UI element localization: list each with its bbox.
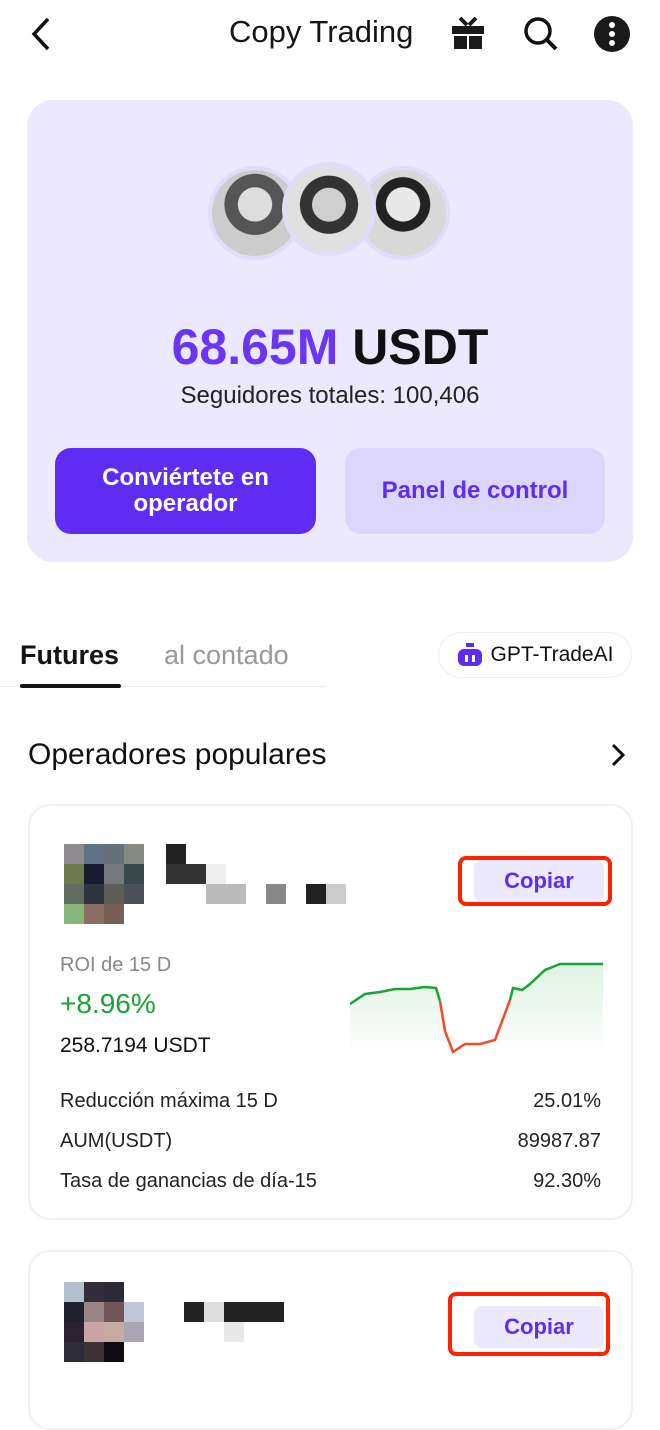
copy-button[interactable]: Copiar bbox=[474, 860, 604, 902]
roi-sparkline bbox=[350, 962, 603, 1056]
tabs-divider bbox=[0, 686, 326, 687]
gpt-tradeai-button[interactable]: GPT-TradeAI bbox=[438, 632, 632, 678]
more-icon[interactable] bbox=[593, 15, 631, 53]
stat-label: Reducción máxima 15 D bbox=[60, 1090, 278, 1112]
section-title: Operadores populares bbox=[28, 738, 327, 771]
highlight-box bbox=[448, 1292, 610, 1356]
stat-label: Tasa de ganancias de día-15 bbox=[60, 1170, 317, 1192]
copy-button[interactable]: Copiar bbox=[474, 1306, 604, 1348]
chevron-right-icon[interactable] bbox=[608, 742, 628, 768]
robot-icon bbox=[457, 643, 482, 666]
trader-avatar-pixelated bbox=[64, 844, 144, 924]
pnl-value: 258.7194 USDT bbox=[60, 1034, 211, 1057]
hero-card: 68.65M USDT Seguidores totales: 100,406 … bbox=[27, 100, 633, 562]
tab-futures[interactable]: Futures bbox=[20, 640, 120, 670]
become-trader-button[interactable]: Conviértete en operador bbox=[55, 448, 316, 534]
sparkline-down-segment bbox=[438, 999, 512, 1054]
roi-value: +8.96% bbox=[60, 988, 156, 1019]
page-title: Copy Trading bbox=[229, 14, 414, 49]
trader-name-pixelated bbox=[164, 1302, 364, 1342]
top-bar: Copy Trading bbox=[0, 0, 660, 70]
stat-value: 25.01% bbox=[533, 1090, 601, 1112]
trader-name-pixelated bbox=[166, 844, 406, 904]
trader-avatar bbox=[282, 162, 376, 256]
sparkline-up-segment bbox=[350, 985, 442, 1006]
dashboard-button[interactable]: Panel de control bbox=[345, 448, 605, 534]
total-amount: 68.65M USDT bbox=[171, 319, 489, 375]
back-icon[interactable] bbox=[28, 16, 54, 52]
trader-card[interactable]: Copiar bbox=[28, 1250, 633, 1430]
stat-value: 89987.87 bbox=[517, 1130, 601, 1152]
highlight-box bbox=[458, 856, 612, 906]
search-icon[interactable] bbox=[522, 15, 560, 53]
total-followers: Seguidores totales: 100,406 bbox=[180, 382, 480, 409]
gift-icon[interactable] bbox=[450, 16, 486, 50]
trader-card[interactable]: Copiar ROI de 15 D +8.96% 258.7194 USDT … bbox=[28, 804, 633, 1220]
trader-avatar-pixelated bbox=[64, 1282, 144, 1362]
tab-spot[interactable]: al contado bbox=[164, 640, 289, 670]
roi-label: ROI de 15 D bbox=[60, 954, 172, 976]
stat-value: 92.30% bbox=[533, 1170, 601, 1192]
sparkline-up-segment bbox=[508, 962, 603, 1001]
stat-label: AUM(USDT) bbox=[60, 1130, 173, 1152]
sparkline-area bbox=[350, 964, 603, 1056]
tab-indicator bbox=[20, 684, 121, 688]
